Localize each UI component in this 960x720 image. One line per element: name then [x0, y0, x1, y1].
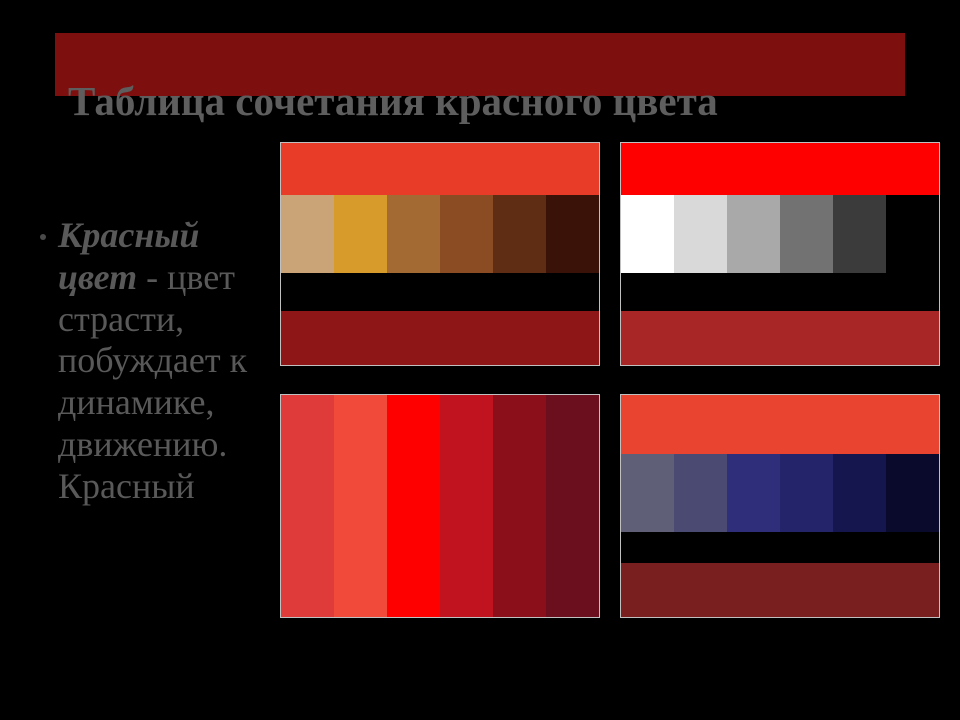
- palette-stripe: [621, 532, 939, 564]
- color-swatch: [886, 195, 939, 273]
- color-swatch: [281, 395, 334, 617]
- color-swatch: [281, 195, 334, 273]
- slide: Таблица сочетания красного цвета Красный…: [0, 0, 960, 720]
- color-swatch: [387, 395, 440, 617]
- bullet-icon: [40, 234, 46, 240]
- color-swatch: [493, 395, 546, 617]
- palette-swatch-row: [281, 195, 599, 273]
- palette-4: [620, 394, 940, 618]
- page-title: Таблица сочетания красного цвета: [68, 80, 948, 123]
- color-swatch: [727, 195, 780, 273]
- palette-stripe: [621, 273, 939, 311]
- color-swatch: [727, 454, 780, 531]
- color-swatch: [440, 395, 493, 617]
- palette-2: [620, 142, 940, 366]
- color-swatch: [674, 454, 727, 531]
- palette-stripe: [281, 273, 599, 311]
- color-swatch: [780, 195, 833, 273]
- color-swatch: [387, 195, 440, 273]
- color-swatch: [546, 395, 599, 617]
- palette-swatch-row: [621, 195, 939, 273]
- palette-stripe: [621, 143, 939, 195]
- palette-swatch-row: [621, 454, 939, 531]
- palette-1: [280, 142, 600, 366]
- palette-stripe: [621, 395, 939, 454]
- palette-stripe: [621, 311, 939, 365]
- color-swatch: [833, 195, 886, 273]
- color-swatch: [621, 454, 674, 531]
- color-swatch: [334, 395, 387, 617]
- palette-stripe: [621, 563, 939, 617]
- palette-swatch-row: [281, 395, 599, 617]
- color-swatch: [493, 195, 546, 273]
- color-swatch: [886, 454, 939, 531]
- palette-stripe: [281, 311, 599, 365]
- palette-stripe: [281, 143, 599, 195]
- color-swatch: [546, 195, 599, 273]
- color-swatch: [833, 454, 886, 531]
- color-swatch: [334, 195, 387, 273]
- color-swatch: [440, 195, 493, 273]
- palette-grid: [280, 142, 940, 618]
- body-text: Красный цвет - цвет страсти, побуждает к…: [58, 215, 268, 507]
- color-swatch: [780, 454, 833, 531]
- palette-3: [280, 394, 600, 618]
- color-swatch: [621, 195, 674, 273]
- color-swatch: [674, 195, 727, 273]
